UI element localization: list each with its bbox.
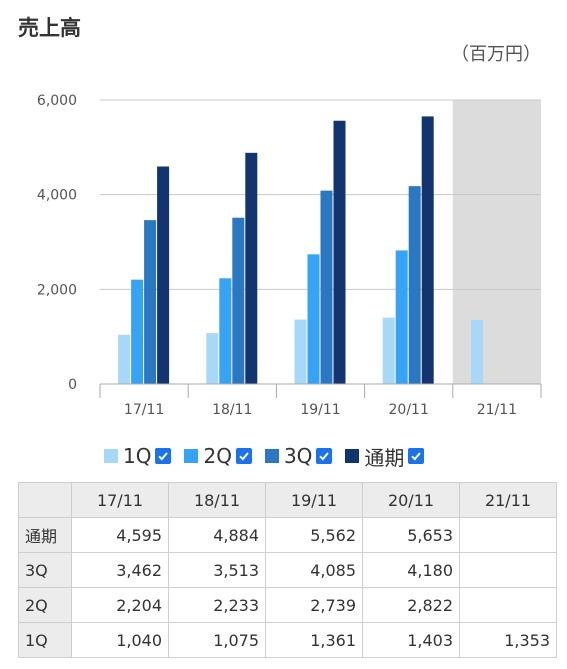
table-header-corner: [18, 482, 72, 518]
bar-3Q-17/11: [144, 220, 157, 384]
bar-通期-19/11: [333, 120, 346, 385]
legend-item[interactable]: 2Q: [184, 444, 252, 468]
table-row-label: 通期: [18, 517, 72, 553]
table-cell: 4,884: [168, 517, 266, 553]
unit-label: （百万円）: [451, 44, 541, 65]
axis: [99, 383, 542, 398]
legend: 1Q 2Q 3Q 通期: [104, 442, 437, 471]
tick-labels: 0 2,000 4,000 6,000 17/11 18/11 19/11 20/11 21/1…: [37, 93, 517, 418]
bar-1Q-21/11: [470, 319, 483, 384]
y-tick-label: 6,000: [37, 93, 77, 109]
legend-swatch: [264, 449, 279, 463]
chart-title: 売上高: [18, 16, 81, 40]
table-cell: 5,653: [362, 517, 460, 553]
bar-通期-20/11: [421, 116, 434, 384]
table-row-label: 3Q: [18, 552, 72, 588]
legend-swatch: [104, 449, 118, 463]
bar-3Q-19/11: [320, 190, 333, 384]
forecast-shade: [452, 100, 541, 384]
y-tick-label: 2,000: [37, 282, 77, 298]
x-tick-label: 21/11: [477, 402, 517, 418]
table-cell: 1,353: [459, 622, 557, 658]
table-row: 1Q 1,040 1,075 1,361 1,403 1,353: [18, 622, 557, 658]
legend-checkbox[interactable]: [408, 448, 425, 464]
check-icon: [411, 452, 422, 461]
x-tick-label: 19/11: [300, 402, 340, 418]
legend-label: 2Q: [203, 444, 232, 468]
sales-bar-chart: 0 2,000 4,000 6,000 17/11 18/11 19/11 20/11 21/1…: [37, 93, 542, 418]
legend-checkbox[interactable]: [235, 448, 252, 464]
table-row: 3Q 3,462 3,513 4,085 4,180: [18, 552, 557, 588]
y-tick-label: 4,000: [37, 188, 77, 204]
table-cell: 3,462: [71, 552, 169, 588]
table-row-label: 1Q: [18, 622, 72, 658]
x-tick-label: 20/11: [389, 402, 429, 418]
bar-1Q-19/11: [294, 319, 307, 384]
table-header-cell: 20/11: [362, 482, 460, 518]
table-header-cell: 18/11: [168, 482, 266, 518]
table-cell: 2,822: [362, 587, 460, 623]
table-cell: 1,075: [168, 622, 266, 658]
table-row-label: 2Q: [18, 587, 72, 623]
table-cell: 2,233: [168, 587, 266, 623]
bar-1Q-17/11: [118, 334, 131, 384]
bar-通期-17/11: [157, 166, 170, 384]
table-cell: 1,403: [362, 622, 460, 658]
bar-通期-18/11: [245, 152, 258, 384]
highlight-shade: [452, 100, 541, 384]
bar-2Q-19/11: [307, 254, 320, 384]
bar-2Q-20/11: [395, 250, 408, 384]
bar-3Q-20/11: [408, 186, 421, 384]
check-icon: [239, 452, 249, 461]
legend-checkbox[interactable]: [155, 448, 172, 464]
table-cell: 4,595: [71, 517, 169, 553]
table-header-cell: 21/11: [459, 482, 557, 518]
table-cell: 3,513: [168, 552, 266, 588]
table-cell: 1,361: [265, 622, 363, 658]
table-cell: [459, 587, 557, 623]
legend-item[interactable]: 1Q: [104, 444, 172, 468]
bar-3Q-18/11: [232, 217, 245, 384]
legend-label: 通期: [364, 445, 405, 470]
table-cell: [459, 517, 557, 553]
table-cell: 5,562: [265, 517, 363, 553]
check-icon: [319, 452, 330, 461]
table-cell: 2,204: [71, 587, 169, 623]
legend-swatch: [345, 449, 360, 463]
table-row: 通期 4,595 4,884 5,562 5,653: [18, 517, 557, 553]
legend-label: 1Q: [123, 444, 152, 468]
table-header-cell: 17/11: [71, 482, 169, 518]
check-icon: [158, 452, 169, 461]
table-cell: 2,739: [265, 587, 363, 623]
bar-group: [118, 116, 483, 385]
table-header-cell: 19/11: [265, 482, 363, 518]
y-tick-label: 0: [68, 377, 77, 393]
data-table: 17/11 18/11 19/11 20/11 21/11 通期 4,595 4…: [18, 482, 557, 658]
bar-2Q-17/11: [131, 279, 144, 384]
table-header-row: 17/11 18/11 19/11 20/11 21/11: [18, 482, 557, 518]
legend-checkbox[interactable]: [316, 448, 333, 464]
table-cell: 1,040: [71, 622, 169, 658]
legend-item[interactable]: 3Q: [264, 444, 333, 468]
bar-2Q-18/11: [219, 278, 232, 384]
table-cell: [459, 552, 557, 588]
table-cell: 4,085: [265, 552, 363, 588]
bar-1Q-18/11: [206, 333, 219, 384]
x-tick-label: 18/11: [212, 402, 252, 418]
legend-item[interactable]: 通期: [345, 442, 425, 471]
table-cell: 4,180: [362, 552, 460, 588]
legend-label: 3Q: [283, 444, 313, 468]
x-tick-label: 17/11: [124, 402, 164, 418]
bar-1Q-20/11: [382, 317, 395, 384]
legend-swatch: [184, 449, 199, 463]
table-row: 2Q 2,204 2,233 2,739 2,822: [18, 587, 557, 623]
